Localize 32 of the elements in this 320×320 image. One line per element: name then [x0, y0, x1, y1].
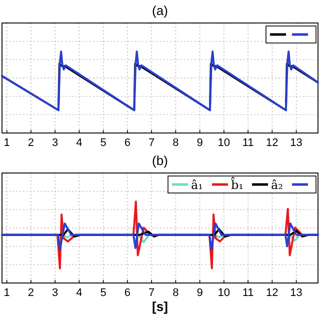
x-tick-label: 8	[172, 287, 179, 299]
x-tick-label: 3	[52, 287, 58, 299]
legend-label: â₂	[271, 178, 284, 192]
x-axis-title: [s]	[152, 299, 168, 314]
x-tick-label: 13	[290, 287, 302, 299]
x-tick-label: 4	[76, 287, 82, 299]
x-tick-label: 12	[266, 137, 278, 149]
x-tick-label: 12	[266, 287, 278, 299]
x-tick-label: 7	[148, 287, 155, 299]
x-tick-label: 11	[242, 137, 254, 149]
x-tick-label: 2	[28, 287, 34, 299]
x-tick-label: 9	[196, 137, 203, 149]
x-tick-label: 4	[76, 137, 82, 149]
x-tick-label: 3	[52, 137, 58, 149]
chart-title: (a)	[152, 3, 168, 18]
x-tick-label: 11	[242, 287, 254, 299]
x-tick-label: 1	[4, 137, 10, 149]
legend-label: b̂₁	[230, 176, 244, 192]
x-tick-label: 2	[28, 137, 34, 149]
x-tick-label: 6	[124, 137, 130, 149]
legend-label: â₁	[191, 178, 203, 192]
x-tick-label: 8	[172, 137, 179, 149]
chart-title: (b)	[152, 153, 168, 168]
x-tick-label: 5	[100, 137, 106, 149]
x-tick-label: 9	[196, 287, 203, 299]
x-tick-label: 10	[218, 137, 230, 149]
x-tick-label: 6	[124, 287, 130, 299]
x-tick-label: 5	[100, 287, 106, 299]
x-tick-label: 1	[4, 287, 10, 299]
x-tick-label: 7	[148, 137, 155, 149]
x-tick-label: 13	[290, 137, 302, 149]
x-tick-label: 10	[218, 287, 230, 299]
